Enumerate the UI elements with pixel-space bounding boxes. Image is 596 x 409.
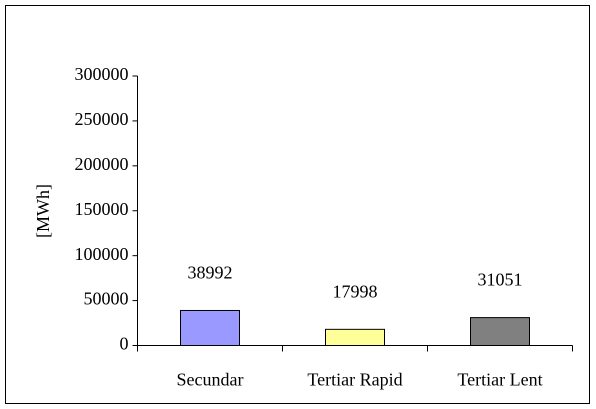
y-axis-label: [MWh] [33,184,53,238]
bar [180,309,240,347]
y-tick-label: 200000 [75,154,129,174]
y-tick-label: 250000 [75,109,129,129]
x-tick-label: Secundar [177,370,244,390]
y-tick-label: 300000 [75,64,129,84]
y-tick-label: 150000 [75,199,129,219]
bar [470,317,530,347]
y-tick-label: 50000 [84,289,129,309]
x-tick-label: Tertiar Lent [457,370,542,390]
data-label: 17998 [333,281,378,301]
bar [325,328,385,346]
data-label: 38992 [188,263,233,283]
data-label: 31051 [478,270,523,290]
x-tick-label: Tertiar Rapid [307,370,402,390]
y-tick-label: 0 [120,334,129,354]
y-tick-label: 100000 [75,244,129,264]
